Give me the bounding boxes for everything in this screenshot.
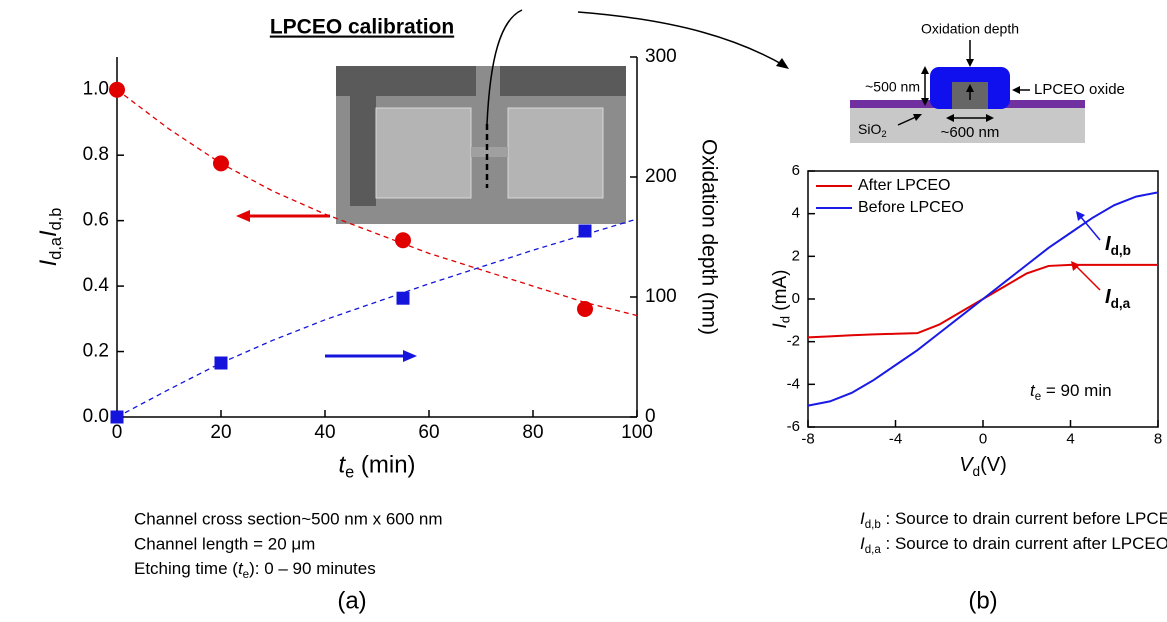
- y-axis-label-part: d,a: [48, 236, 66, 260]
- diagram-label: ~500 nm: [865, 79, 920, 95]
- x-axis-label-part: e: [345, 464, 354, 482]
- x-axis-label: te (min): [338, 452, 415, 482]
- caption-line-part: d,a: [865, 544, 882, 556]
- diagram-label-part: SiO: [858, 121, 881, 137]
- caption-line: Id,a : Source to drain current after LPC…: [860, 534, 1167, 556]
- caption-line: Id,b : Source to drain current before LP…: [860, 509, 1167, 531]
- y2-tick-label: 300: [645, 46, 677, 67]
- x-tick-label: 60: [418, 422, 439, 443]
- arrow-head: [403, 350, 417, 362]
- annotation: Id,a: [1105, 286, 1131, 310]
- y-tick-label: 0.8: [83, 144, 109, 165]
- figure: 0204060801000.00.20.40.60.81.00100200300…: [0, 0, 1167, 622]
- data-point: [395, 232, 411, 248]
- diagram-label: ~600 nm: [941, 124, 1000, 141]
- y-tick-label: 0.2: [83, 341, 109, 362]
- y-axis-label-part: d: [778, 316, 793, 323]
- x-tick-label: -8: [801, 431, 814, 448]
- panel-label: (a): [337, 587, 366, 614]
- caption-line: Etching time (te): 0 – 90 minutes: [134, 559, 376, 581]
- annotation: te = 90 min: [1030, 381, 1112, 403]
- annotation: Id,b: [1105, 233, 1131, 257]
- sem-inset: [336, 66, 626, 224]
- y-tick-label: 4: [792, 205, 800, 222]
- caption-line-part: : Source to drain current before LPCEO: [881, 509, 1167, 528]
- y-axis-label-part: (mA): [770, 270, 791, 316]
- x-tick-label: 8: [1154, 431, 1162, 448]
- diagram-label-part: 2: [881, 129, 886, 140]
- y-tick-label: 6: [792, 162, 800, 179]
- y-axis-label-part: d,b: [48, 208, 66, 231]
- diagram-label: Oxidation depth: [921, 21, 1019, 37]
- panel-label: (b): [968, 587, 997, 614]
- x-axis-label-part: (V): [980, 454, 1007, 476]
- x-tick-label: 4: [1066, 431, 1074, 448]
- legend-label: Before LPCEO: [858, 199, 964, 216]
- callout-arrow: [578, 12, 785, 66]
- x-axis-label-part: (min): [354, 452, 415, 479]
- x-axis-label: Vd(V): [959, 454, 1007, 478]
- series-line: [117, 219, 637, 417]
- x-axis-label-part: d: [973, 464, 981, 479]
- caption-line-part: Etching time (: [134, 559, 238, 578]
- y-tick-label: 1.0: [83, 79, 109, 100]
- caption-line: Channel cross section~500 nm x 600 nm: [134, 509, 443, 528]
- y-tick-label: 2: [792, 247, 800, 264]
- caption-line: Channel length = 20 μm: [134, 534, 315, 553]
- y2-tick-label: 0: [645, 406, 656, 427]
- caption-line-part: d,b: [865, 519, 881, 531]
- annotation-part: d,b: [1111, 243, 1131, 258]
- y-axis-label: Id,aId,b: [35, 208, 65, 267]
- caption-line-part: : Source to drain current after LPCEO: [881, 534, 1167, 553]
- x-tick-label: -4: [889, 431, 902, 448]
- y2-axis-label: Oxidation depth (nm): [697, 139, 720, 335]
- x-tick-label: 80: [522, 422, 543, 443]
- diagram-label: LPCEO oxide: [1034, 81, 1125, 98]
- x-tick-label: 20: [210, 422, 231, 443]
- caption-line-part: ): 0 – 90 minutes: [249, 559, 376, 578]
- y-tick-label: -2: [787, 333, 800, 350]
- annotation-arrow: [1076, 266, 1100, 290]
- annotation-part: d,a: [1111, 296, 1131, 311]
- y-tick-label: -6: [787, 418, 800, 435]
- y-tick-label: 0.0: [83, 406, 109, 427]
- arrow-head: [776, 58, 789, 69]
- y-tick-label: 0: [792, 290, 800, 307]
- annotation-part: = 90 min: [1041, 381, 1111, 400]
- legend-label: After LPCEO: [858, 177, 950, 194]
- data-point: [397, 292, 410, 305]
- x-tick-label: 0: [979, 431, 987, 448]
- y-tick-label: 0.4: [83, 275, 110, 296]
- y2-tick-label: 100: [645, 286, 677, 307]
- chart-title: LPCEO calibration: [270, 16, 454, 39]
- y-axis-label: Id (mA): [770, 270, 793, 329]
- x-tick-label: 0: [112, 422, 123, 443]
- arrow-head: [236, 210, 250, 222]
- y-tick-label: -4: [787, 375, 800, 392]
- y2-tick-label: 200: [645, 166, 677, 187]
- y-tick-label: 0.6: [83, 210, 109, 231]
- x-tick-label: 40: [314, 422, 335, 443]
